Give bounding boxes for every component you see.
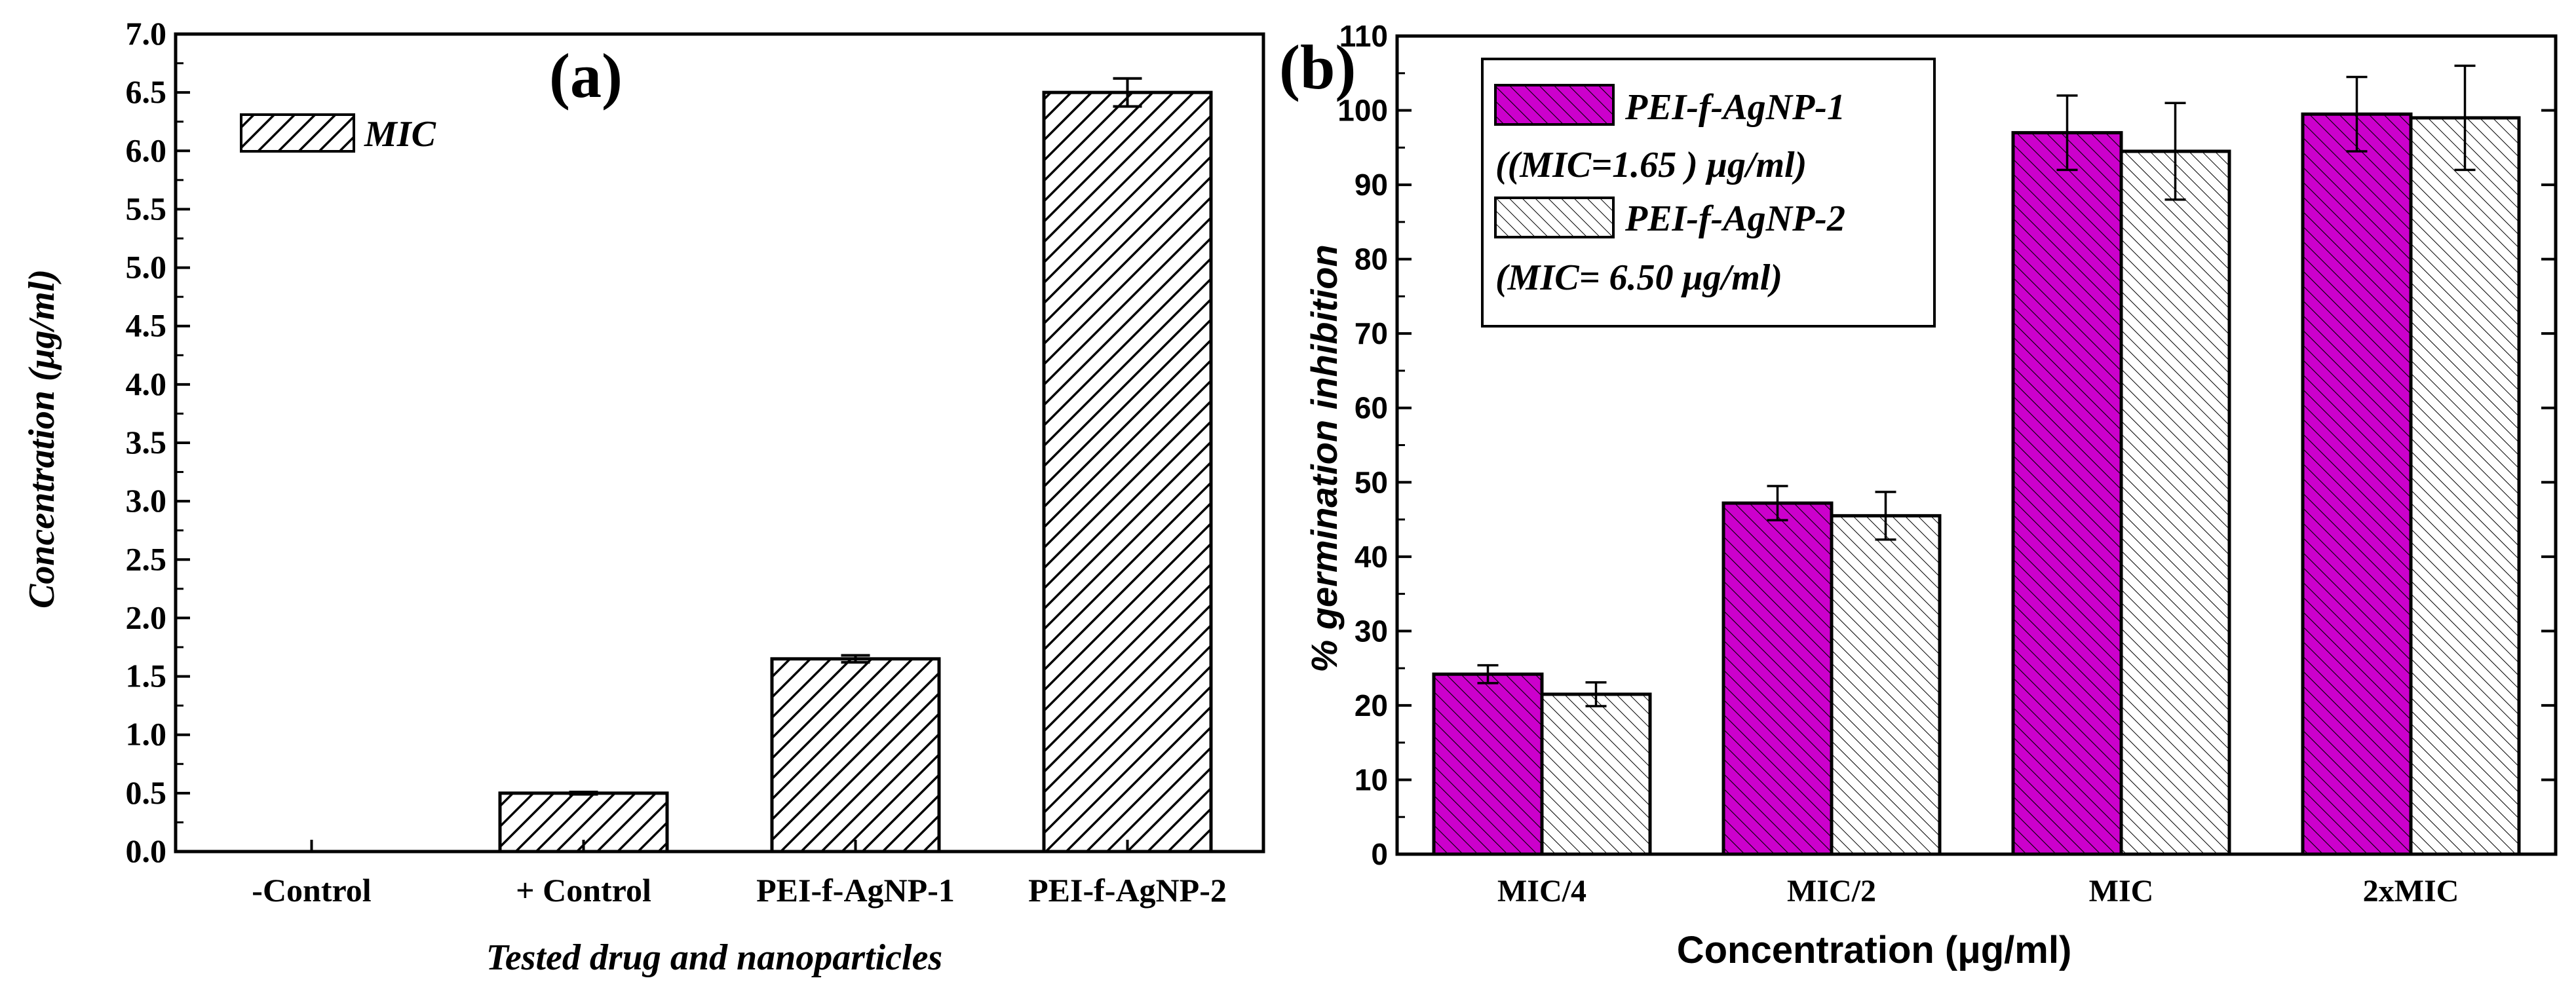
y-tick-label: 1.5	[126, 658, 167, 694]
x-tick-label: MIC	[2089, 874, 2154, 909]
y-tick-label: 0	[1371, 837, 1388, 871]
y-tick-label: 80	[1355, 242, 1388, 276]
y-tick-label: 4.5	[126, 307, 167, 344]
legend-sublabel-series-1: ((MIC=1.65 ) μg/ml)	[1495, 145, 1807, 185]
bar-series-2	[1830, 514, 1942, 856]
y-tick-label: 5.0	[126, 249, 167, 286]
y-tick-label: 40	[1355, 540, 1388, 574]
legend-sublabel-series-2: (MIC= 6.50 μg/ml)	[1495, 257, 1782, 298]
y-tick-label: 2.0	[126, 599, 167, 635]
x-tick-label: 2xMIC	[2363, 874, 2459, 909]
y-tick-label: 4.0	[126, 366, 167, 402]
panel-a-label: (a)	[549, 41, 623, 111]
legend-swatch-mic	[240, 113, 355, 153]
x-tick-label: MIC/4	[1497, 874, 1586, 909]
y-tick-label: 2.5	[126, 540, 167, 577]
y-tick-label: 3.0	[126, 482, 167, 519]
panel-b-y-axis-title: % germination inhibition	[1303, 244, 1345, 672]
x-tick-label: PEI-f-AgNP-1	[756, 872, 955, 909]
legend-label-series-2: PEI-f-AgNP-2	[1624, 198, 1845, 239]
bar-series-2	[1540, 692, 1652, 856]
bar-a	[770, 657, 941, 854]
y-tick-label: 20	[1355, 688, 1388, 723]
bar-a	[1042, 90, 1213, 854]
legend-label-mic: MIC	[364, 114, 436, 155]
panel-a-frame	[174, 32, 1265, 854]
bar-series-1	[1432, 672, 1544, 856]
x-tick-label: + Control	[516, 872, 651, 909]
y-tick-label: 6.0	[126, 132, 167, 168]
y-tick-label: 5.5	[126, 190, 167, 227]
panel-b-x-axis-title: Concentration (μg/ml)	[1677, 929, 2072, 971]
y-tick-label: 50	[1355, 465, 1388, 499]
panel-b: (b) 0 10 20 30 40 50 60 70 80 90 100 110 MIC/4 MIC/2…	[1279, 19, 2558, 971]
y-tick-label: 7.0	[126, 15, 167, 52]
y-tick-label: 10	[1355, 762, 1388, 797]
y-tick-label: 0.5	[126, 774, 167, 811]
bar-series-1	[1721, 501, 1834, 856]
panel-b-frame	[1395, 34, 2558, 856]
y-tick-label: 60	[1355, 391, 1388, 425]
legend-swatch-series-2	[1494, 197, 1615, 238]
panel-b-label: (b)	[1279, 32, 1356, 102]
x-tick-label: MIC/2	[1787, 874, 1876, 909]
y-tick-label: 3.5	[126, 424, 167, 460]
legend-label-series-1: PEI-f-AgNP-1	[1624, 87, 1845, 128]
y-tick-label: 70	[1355, 316, 1388, 350]
panel-a-legend: MIC	[240, 113, 436, 155]
bar-series-2	[2119, 149, 2231, 856]
y-tick-label: 110	[1339, 19, 1388, 53]
y-tick-label: 1.0	[126, 716, 167, 753]
y-tick-label: 90	[1355, 168, 1388, 202]
bar-series-1	[2011, 131, 2123, 856]
legend-swatch-series-1	[1494, 84, 1615, 126]
panel-a: (a) 0.0 0.5 1.0 1.5 2.0 2.5 3.0 3.5 4.0 4.5 5.0 5.5…	[22, 15, 1265, 978]
y-tick-label: 6.5	[126, 73, 167, 110]
bar-series-1	[2301, 112, 2413, 856]
panel-a-y-axis-title: Concentration (μg/ml)	[22, 269, 62, 609]
y-tick-label: 0.0	[126, 833, 167, 869]
x-tick-label: -Control	[252, 872, 372, 909]
panel-b-legend: PEI-f-AgNP-1 ((MIC=1.65 ) μg/ml) PEI-f-A…	[1481, 58, 1936, 328]
x-tick-label: PEI-f-AgNP-2	[1028, 872, 1227, 909]
y-tick-label: 30	[1355, 614, 1388, 648]
bar-series-2	[2409, 116, 2521, 856]
panel-a-x-axis-title: Tested drug and nanoparticles	[486, 937, 942, 978]
y-tick-label: 100	[1337, 94, 1388, 128]
